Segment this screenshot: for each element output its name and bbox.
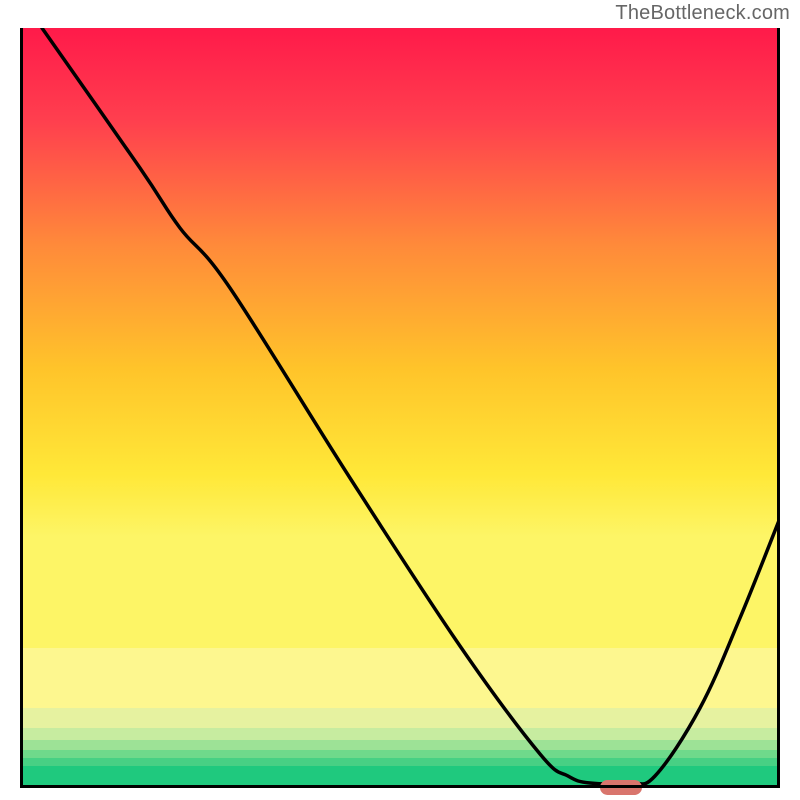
bottleneck-curve [42,28,780,784]
watermark-text: TheBottleneck.com [615,2,790,25]
curve-line [20,28,780,788]
chart-canvas: TheBottleneck.com [0,0,800,800]
minimum-marker [600,780,642,795]
